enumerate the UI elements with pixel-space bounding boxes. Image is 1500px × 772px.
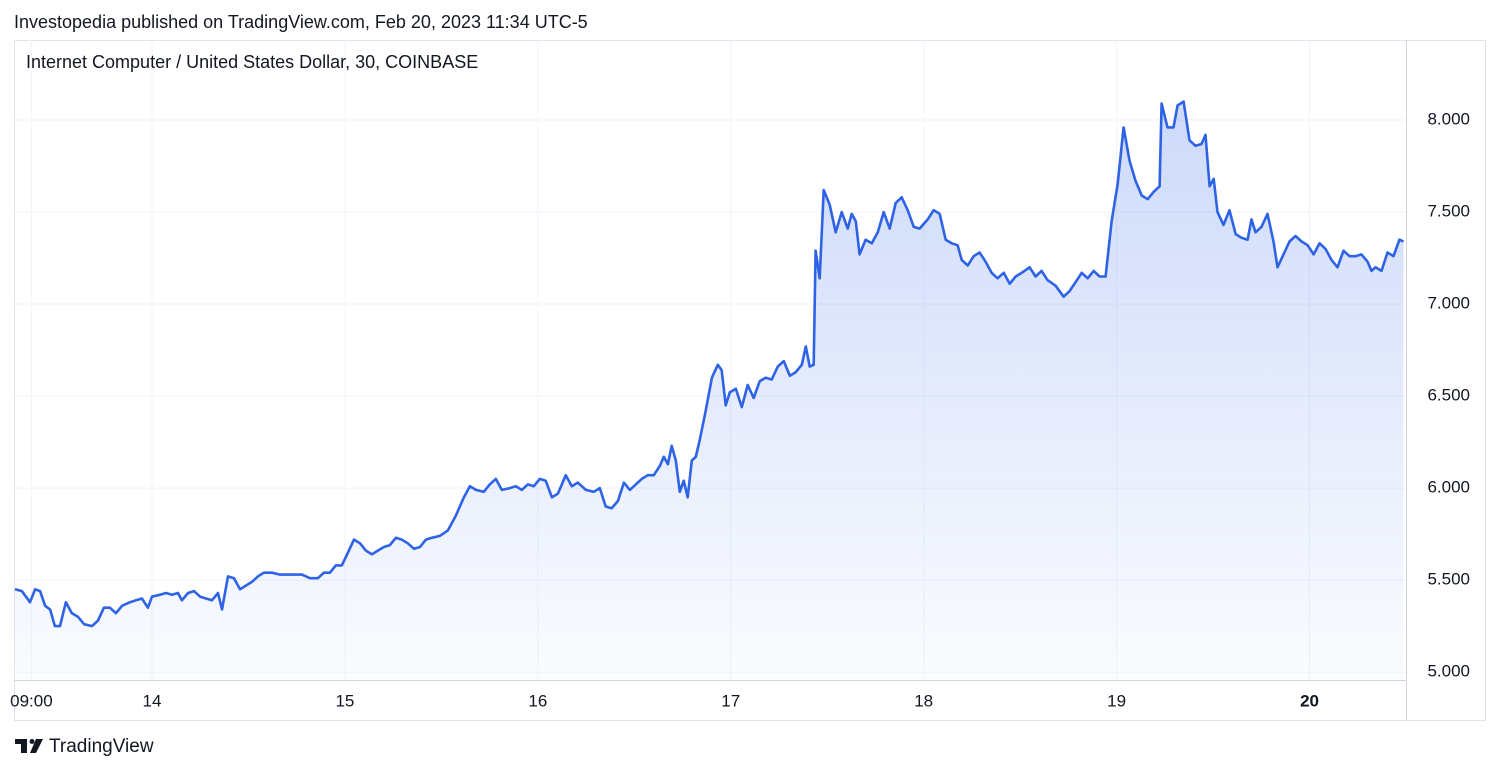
x-tick-label: 14	[143, 691, 162, 710]
plot	[14, 100, 1405, 681]
area-fill	[15, 101, 1404, 681]
price-line	[14, 100, 1405, 628]
y-tick-label: 5.500	[1427, 570, 1470, 589]
x-tick-label: 20	[1300, 691, 1319, 710]
y-tick-label: 5.000	[1427, 662, 1470, 681]
x-tick-label: 17	[721, 691, 740, 710]
attribution: Investopedia published on TradingView.co…	[14, 12, 588, 32]
x-tick-label: 16	[528, 691, 547, 710]
y-tick-label: 7.000	[1427, 294, 1470, 313]
y-tick-label: 7.500	[1427, 202, 1470, 221]
brand-logo	[15, 739, 43, 753]
axes: 5.000 5.500 6.000 6.500 7.000 7.500 8.000 09:00…	[10, 110, 1470, 711]
x-tick-label: 18	[914, 691, 933, 710]
x-tick-label: 09:00	[10, 691, 53, 710]
y-tick-label: 8.000	[1427, 110, 1470, 129]
chart-title: Internet Computer / United States Dollar…	[26, 52, 478, 72]
x-tick-label: 19	[1107, 691, 1126, 710]
y-tick-label: 6.500	[1427, 386, 1470, 405]
brand-name: TradingView	[49, 736, 154, 757]
y-tick-label: 6.000	[1427, 478, 1470, 497]
x-tick-label: 15	[335, 691, 354, 710]
